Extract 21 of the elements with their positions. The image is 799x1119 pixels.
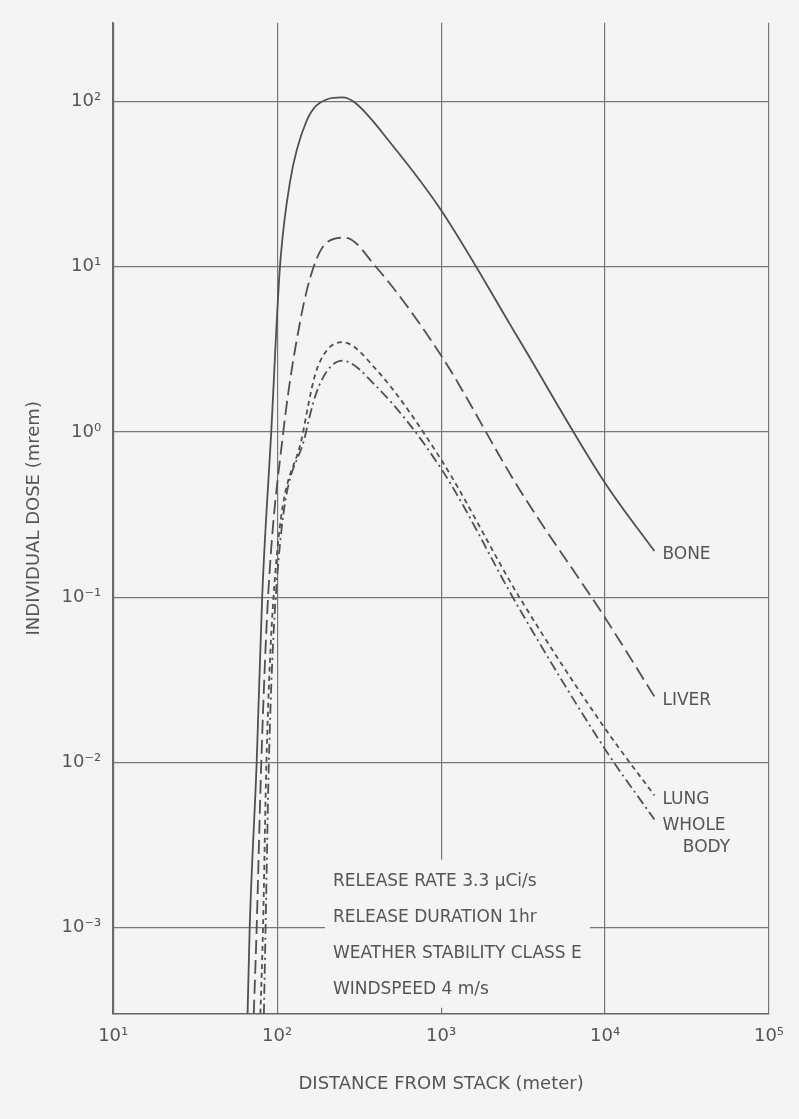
x-tick-label: 10⁵: [753, 1024, 785, 1046]
y-tick-label: 10⁻³: [61, 915, 102, 937]
annotation: WEATHER STABILITY CLASS E: [332, 942, 582, 963]
y-tick-label: 10¹: [71, 254, 102, 276]
y-tick-label: 10⁻¹: [61, 584, 102, 606]
x-axis-title: DISTANCE FROM STACK (meter): [298, 1071, 584, 1093]
x-tick-label: 10³: [426, 1024, 457, 1046]
series-label: WHOLE BODY: [662, 813, 731, 856]
series-label: BONE: [662, 543, 711, 564]
y-tick-label: 10⁰: [71, 419, 102, 441]
y-tick-label: 10⁻²: [61, 749, 102, 771]
y-tick-label: 10²: [71, 89, 102, 111]
y-axis-title: INDIVIDUAL DOSE (mrem): [22, 401, 44, 636]
annotation: WINDSPEED 4 m/s: [332, 978, 490, 999]
x-tick-label: 10⁴: [589, 1024, 621, 1046]
annotation: RELEASE RATE 3.3 μCi/s: [332, 870, 537, 891]
annotation: RELEASE DURATION 1hr: [332, 906, 537, 927]
series-label: LIVER: [662, 688, 712, 709]
series-label: LUNG: [662, 787, 710, 808]
x-tick-label: 10²: [262, 1024, 293, 1046]
x-tick-label: 10¹: [98, 1024, 129, 1046]
